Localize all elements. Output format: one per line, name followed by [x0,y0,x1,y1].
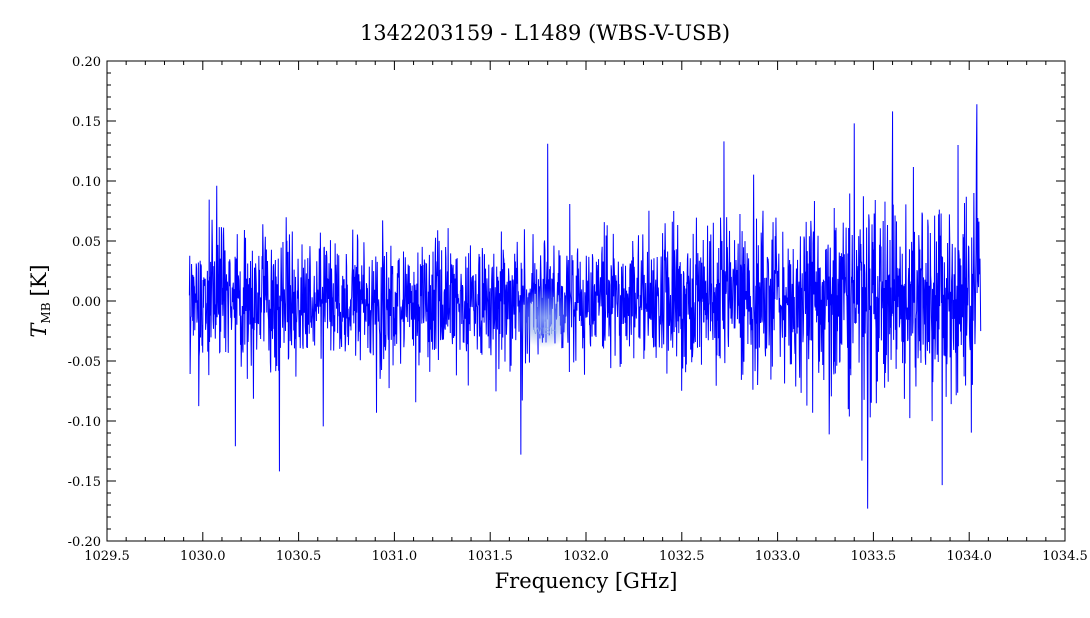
y-axis-label-symbol: T [27,322,51,338]
x-axis-label: Frequency [GHz] [495,569,678,593]
y-axis-label-unit: [K] [27,264,51,296]
spectrum-line [188,104,982,509]
y-tick-label: 0.10 [72,175,101,190]
spectrum-series [188,104,982,509]
y-tick-label: -0.10 [68,415,101,430]
y-tick-label: 0.00 [72,295,101,310]
x-tick-label: 1034.0 [946,549,992,564]
x-tick-label: 1031.5 [467,549,513,564]
y-tick-label: -0.05 [68,355,101,370]
x-tick-label: 1034.5 [1042,549,1088,564]
chart-title: 1342203159 - L1489 (WBS-V-USB) [360,21,730,45]
y-tick-label: -0.15 [68,475,101,490]
y-tick-label: 0.20 [72,55,101,70]
x-tick-label: 1030.5 [276,549,322,564]
watermark-text: WISH [533,327,557,337]
x-tick-label: 1029.5 [84,549,130,564]
y-axis-label-subscript: MB [39,302,53,323]
x-tick-label: 1031.0 [372,549,418,564]
x-tick-label: 1030.0 [180,549,226,564]
y-axis: -0.20 -0.15 -0.10 -0.05 0.00 0.05 0.10 0.15 0.20 [68,55,1065,550]
x-tick-label: 1032.5 [659,549,705,564]
y-axis-label: TMB [K] [27,264,53,337]
y-tick-label: 0.05 [72,235,101,250]
x-tick-label: 1033.0 [755,549,801,564]
y-tick-label: 0.15 [72,115,101,130]
x-axis: 1029.5 1030.0 1030.5 1031.0 1031.5 1032.0 1032… [84,61,1088,564]
x-tick-label: 1032.0 [563,549,609,564]
watermark-logo: WISH [515,288,575,348]
y-tick-label: -0.20 [68,535,101,550]
x-tick-label: 1033.5 [851,549,897,564]
